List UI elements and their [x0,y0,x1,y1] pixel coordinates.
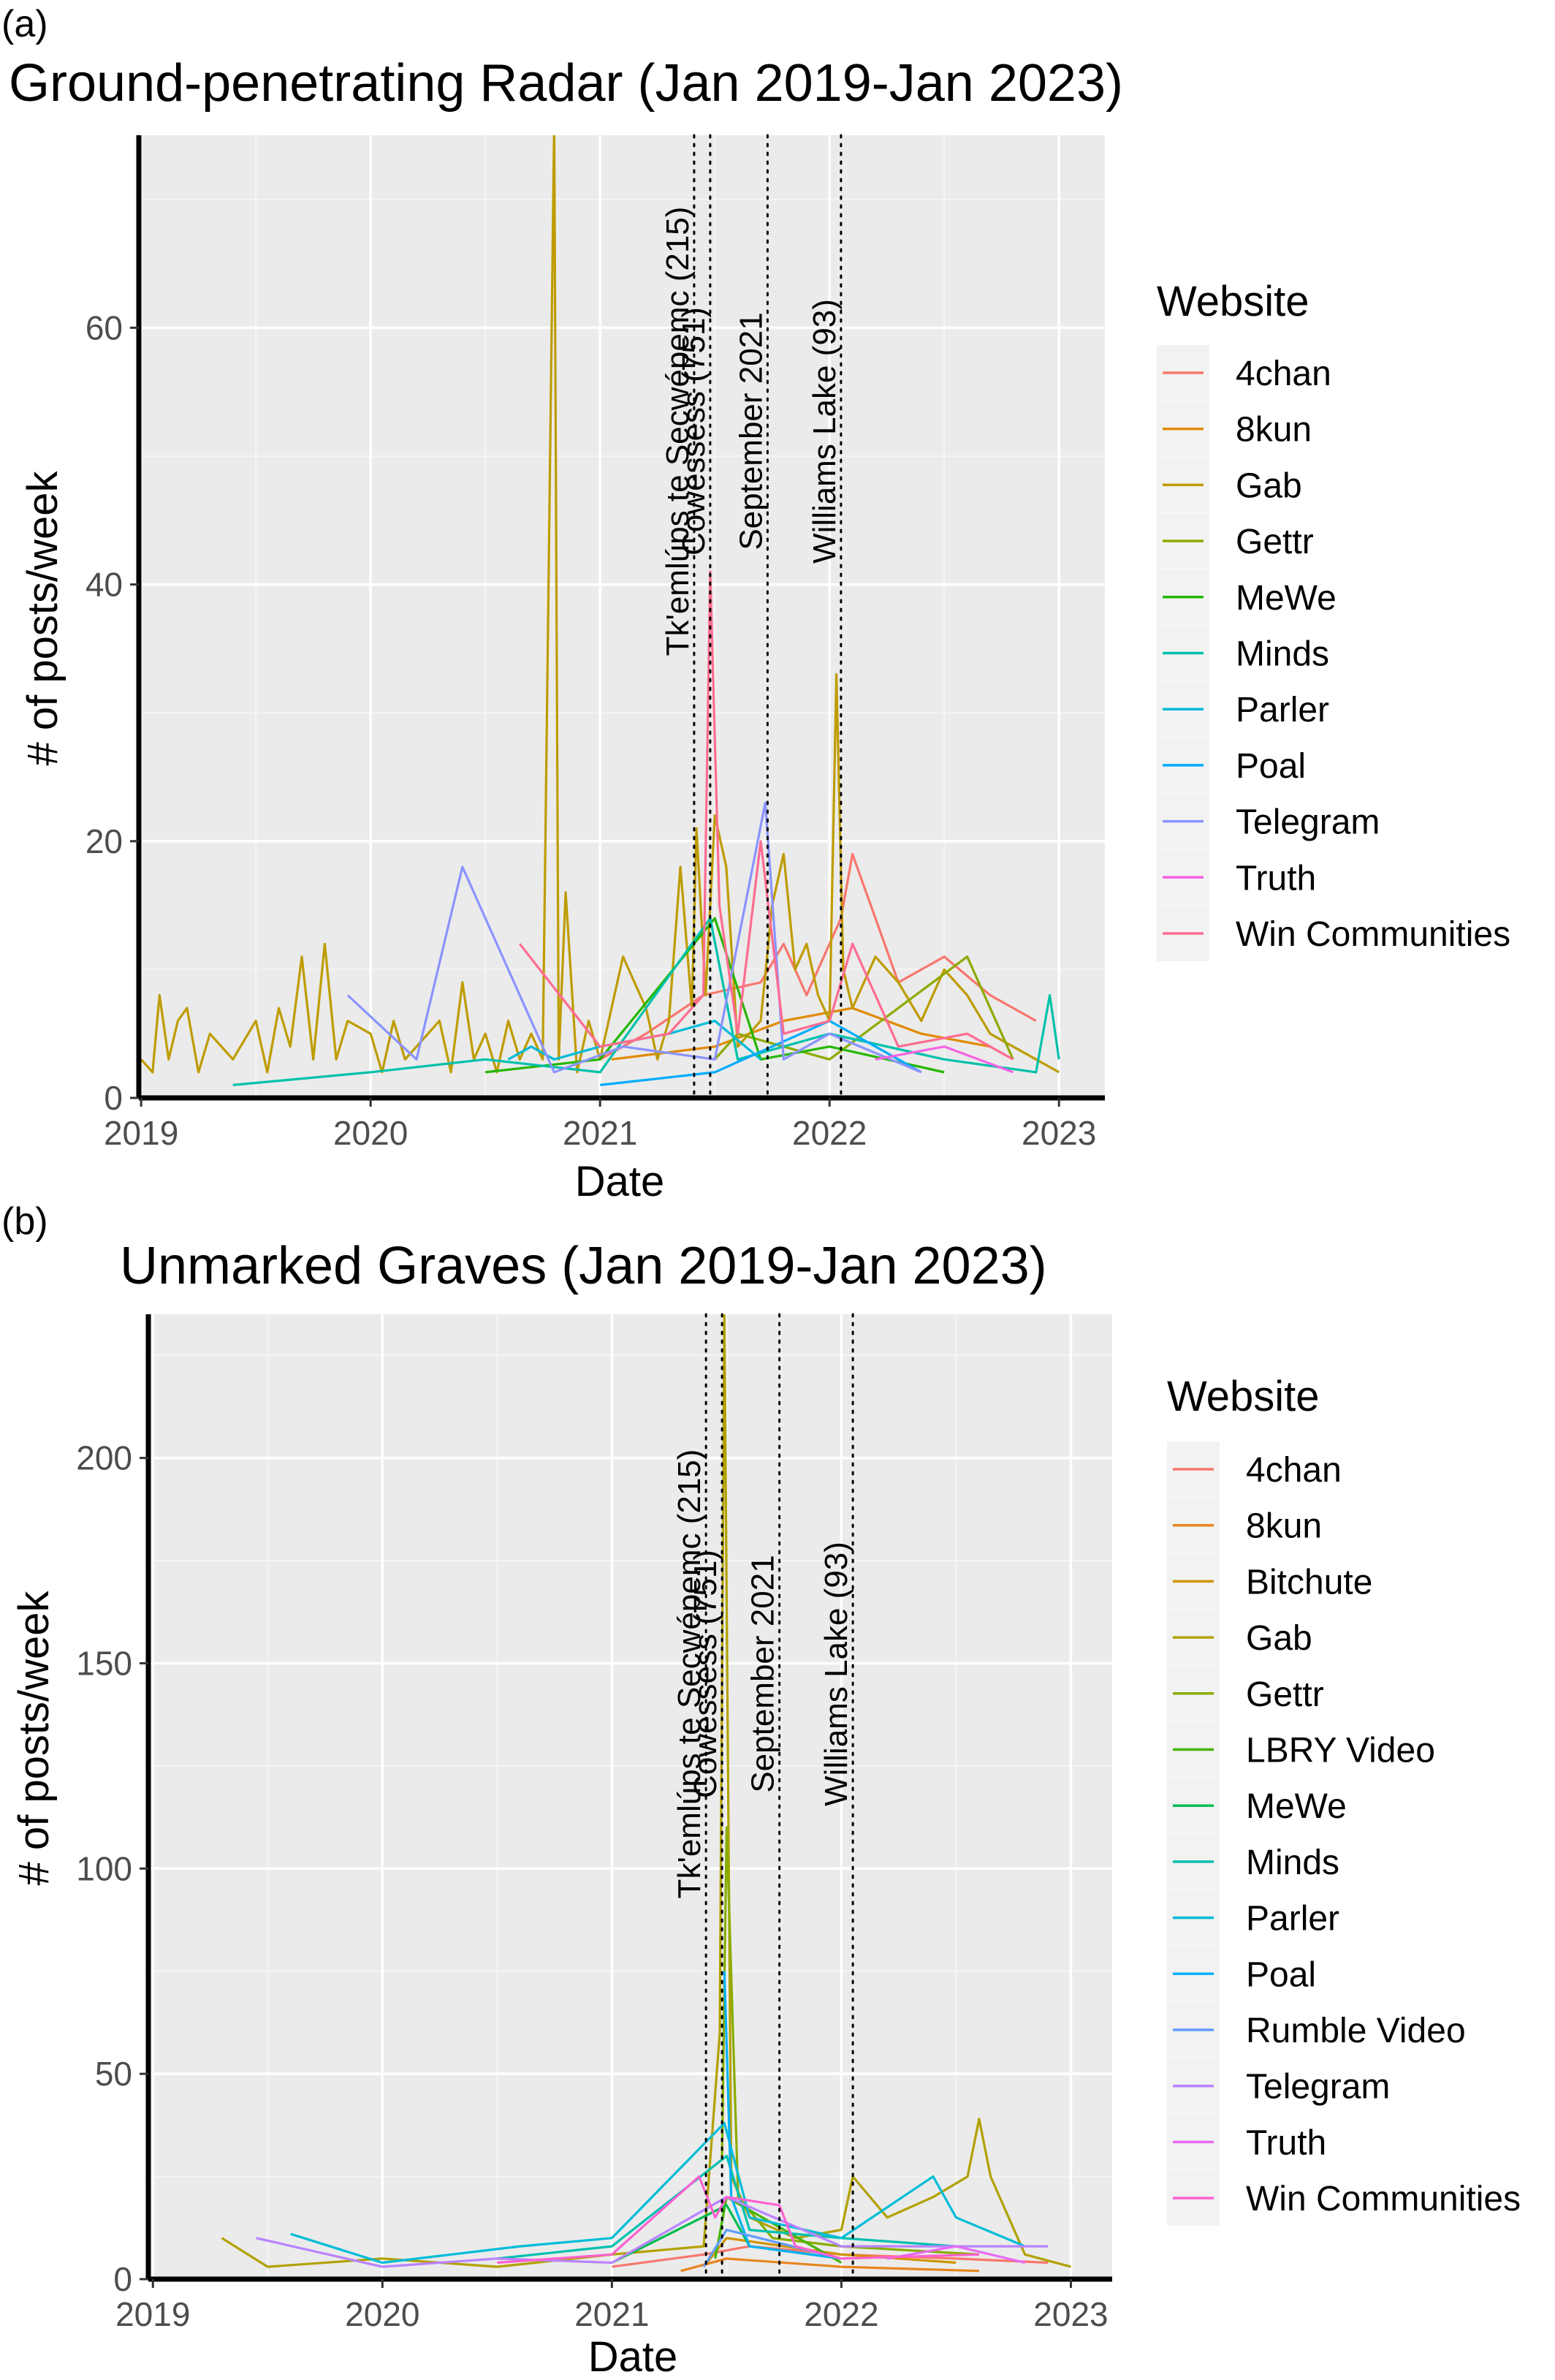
legend-label: 4chan [1236,355,1331,393]
legend-label: Gettr [1236,523,1314,561]
legend-label: Minds [1246,1843,1339,1882]
series-line-8kun [611,1007,991,1061]
plot-background [139,135,1105,1098]
series-line-minds [232,917,1060,1086]
series-group [140,135,1060,1086]
x-axis-label: Date [588,2333,678,2380]
x-tick-label: 2020 [345,2295,419,2333]
legend-label: Poal [1236,747,1306,786]
legend-label: Truth [1236,859,1316,898]
chart-title: Ground-penetrating Radar (Jan 2019-Jan 2… [9,54,1123,113]
y-axis-label: # of posts/week [10,1591,58,1886]
event-label: Cowessess (751) [676,307,712,556]
legend-label: Parler [1246,1900,1339,1939]
legend-label: MeWe [1236,579,1337,618]
x-tick-label: 2021 [563,1114,637,1152]
series-line-win-communities [519,570,1014,1061]
legend-label: 8kun [1246,1507,1322,1546]
x-tick-label: 2021 [574,2295,649,2333]
y-tick-label: 50 [95,2055,132,2093]
event-label: Williams Lake (93) [818,1542,854,1806]
x-tick-label: 2022 [804,2295,878,2333]
series-line-gettr [721,1826,979,2256]
x-axis-label: Date [575,1158,665,1205]
event-label: Tk'emlúps te Secwépemc (215) [660,207,696,656]
x-tick-label: 2023 [1033,2295,1108,2333]
chart-title: Unmarked Graves (Jan 2019-Jan 2023) [120,1237,1047,1295]
series-line-telegram [346,801,922,1074]
legend-label: Win Communities [1236,915,1510,954]
legend-label: Parler [1236,691,1329,729]
plot-background [148,1314,1112,2279]
legend-label: Gettr [1246,1675,1324,1714]
legend-label: 8kun [1236,411,1312,450]
legend-title: Website [1157,278,1309,325]
y-axis-label: # of posts/week [19,471,66,766]
series-line-4chan [612,2245,1049,2268]
series-group [221,1314,1071,2273]
x-tick-label: 2022 [792,1114,867,1152]
legend-label: Rumble Video [1246,2012,1466,2050]
legend-label: Minds [1236,635,1329,674]
x-tick-label: 2019 [115,2295,190,2333]
event-label: September 2021 [733,312,769,550]
legend-label: 4chan [1246,1451,1342,1490]
series-line-gab [140,135,1060,1074]
y-tick-label: 0 [104,1079,123,1117]
legend-label: Bitchute [1246,1563,1372,1602]
y-tick-label: 100 [76,1849,132,1887]
legend-label: Gab [1236,466,1302,505]
series-line-gab [221,1314,1071,2268]
event-label: Cowessess (751) [688,1550,723,1798]
panel-b: (b) Unmarked Graves (Jan 2019-Jan 2023) … [1,1200,1521,2380]
series-line-poal [600,1019,922,1086]
event-label: September 2021 [745,1555,781,1792]
legend-label: MeWe [1246,1787,1347,1826]
panel-label: (a) [1,3,48,45]
y-tick-label: 20 [85,822,123,860]
series-line-win-communities [497,2175,979,2265]
panel-a: (a) Ground-penetrating Radar (Jan 2019-J… [1,3,1510,1205]
legend-label: LBRY Video [1246,1732,1435,1770]
series-line-telegram [256,2196,1049,2268]
panel-label: (b) [1,1200,48,1243]
event-label: Tk'emlúps te Secwépemc (215) [672,1449,707,1899]
legend-label: Telegram [1236,803,1380,842]
x-tick-label: 2019 [104,1114,178,1152]
y-tick-label: 0 [113,2260,132,2298]
y-tick-label: 60 [85,308,123,346]
series-line-truth [886,2245,1026,2265]
series-line-parler [290,2122,1026,2265]
y-tick-label: 150 [76,1644,132,1682]
legend-label: Win Communities [1246,2180,1521,2218]
legend-label: Gab [1246,1619,1312,1658]
event-label: Williams Lake (93) [807,299,843,564]
x-tick-label: 2020 [333,1114,408,1152]
legend-label: Poal [1246,1955,1316,1994]
x-tick-label: 2023 [1022,1114,1096,1152]
y-tick-label: 200 [76,1439,132,1477]
series-line-poal [723,1971,842,2260]
series-line-truth [875,1045,1014,1074]
y-tick-label: 40 [85,566,123,604]
legend-title: Website [1167,1373,1319,1420]
legend-label: Telegram [1246,2068,1390,2107]
legend-label: Truth [1246,2123,1326,2162]
series-line-minds [497,2154,957,2260]
series-line-4chan [599,852,1037,1061]
